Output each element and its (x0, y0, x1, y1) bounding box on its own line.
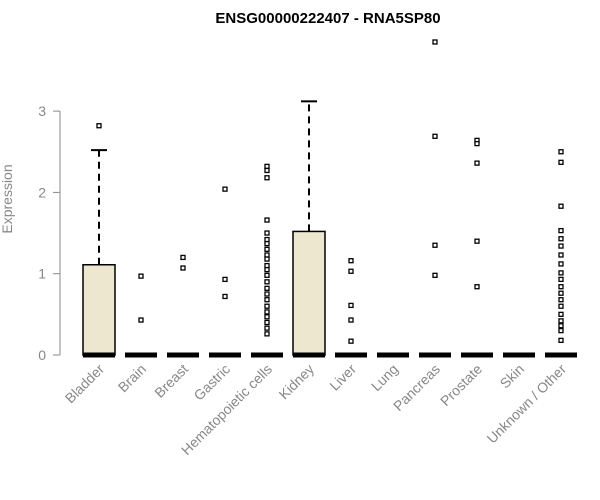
outlier-point (264, 325, 270, 331)
y-tick-label: 1 (38, 266, 46, 282)
outlier-point (348, 302, 354, 309)
outlier-point (348, 268, 354, 274)
outlier-point (222, 186, 228, 192)
y-tick-label: 3 (38, 103, 46, 119)
outlier-point (558, 243, 564, 249)
outlier-point (138, 273, 144, 279)
outlier-point (264, 256, 270, 262)
iqr-box (292, 230, 326, 356)
x-tick-label: Skin (497, 361, 528, 392)
outlier-point (432, 39, 438, 45)
outlier-point (264, 217, 270, 223)
x-tick-label: Bladder (62, 361, 108, 407)
outlier-point (180, 254, 186, 261)
outlier-point (264, 297, 270, 303)
outlier-point (558, 337, 564, 344)
outlier-point (264, 167, 270, 174)
outlier-point (474, 284, 480, 290)
x-tick-label: Brain (115, 361, 149, 395)
outlier-point (264, 230, 270, 236)
y-axis-label: Expression (0, 164, 15, 233)
box-kidney (292, 100, 326, 358)
outlier-point (264, 236, 270, 243)
outlier-point (558, 318, 564, 324)
outlier-point (558, 290, 564, 296)
outlier-point (558, 159, 564, 165)
outlier-point (264, 279, 270, 285)
outlier-point (432, 272, 438, 278)
outlier-point (264, 252, 270, 258)
outlier-point (348, 317, 354, 323)
iqr-box (82, 264, 116, 356)
outlier-point (558, 276, 564, 283)
outlier-point (348, 258, 354, 264)
outlier-point (558, 261, 564, 267)
box-bladder (82, 123, 116, 358)
x-tick-label: Breast (151, 361, 191, 401)
box-gastric (209, 186, 241, 358)
outlier-point (264, 175, 270, 181)
box-prostate (461, 137, 493, 358)
box-breast (167, 254, 199, 358)
outlier-point (264, 291, 270, 297)
y-tick-label: 2 (38, 184, 46, 200)
box-unknown-other (545, 149, 577, 358)
outlier-point (558, 236, 564, 242)
outlier-point (180, 265, 186, 271)
outlier-point (264, 331, 270, 337)
outlier-point (264, 314, 270, 320)
outlier-point (264, 319, 270, 326)
outlier-point (264, 272, 270, 278)
x-tick-label: Prostate (437, 361, 485, 409)
outlier-point (558, 252, 564, 258)
outlier-point (264, 266, 270, 273)
box-brain (125, 273, 157, 358)
x-tick-label: Liver (326, 361, 359, 394)
outlier-point (264, 309, 270, 315)
x-tick-label: Pancreas (390, 361, 443, 414)
outlier-point (558, 303, 564, 309)
y-axis: 0 1 2 3 (38, 103, 61, 363)
x-tick-label: Lung (368, 361, 401, 394)
chart-title: ENSG00000222407 - RNA5SP80 (215, 10, 440, 27)
outlier-point (264, 163, 270, 170)
outlier-point (558, 327, 564, 334)
outlier-point (264, 303, 270, 309)
outlier-point (474, 238, 480, 244)
outlier-point (348, 338, 354, 344)
outlier-point (558, 270, 564, 276)
box-liver (335, 258, 367, 358)
outlier-point (264, 285, 270, 291)
box-hematopoietic-cells (251, 163, 283, 358)
outlier-point (264, 240, 270, 247)
outlier-point (432, 133, 438, 139)
outlier-point (474, 140, 480, 147)
outlier-point (558, 227, 564, 234)
outlier-point (558, 203, 564, 209)
x-tick-label: Kidney (276, 361, 318, 403)
boxes (82, 39, 577, 358)
outlier-point (222, 293, 228, 300)
outlier-point (138, 317, 144, 323)
outlier-point (222, 276, 228, 283)
outlier-point (558, 149, 564, 155)
y-tick-label: 0 (38, 347, 46, 363)
outlier-point (96, 123, 102, 129)
outlier-point (474, 160, 480, 166)
outlier-point (264, 246, 270, 252)
outlier-point (558, 323, 564, 329)
outlier-point (432, 242, 438, 248)
outlier-point (264, 262, 270, 269)
outlier-point (558, 297, 564, 303)
outlier-point (558, 311, 564, 318)
x-tick-label: Unknown / Other (484, 361, 570, 447)
box-pancreas (419, 39, 451, 358)
outlier-point (558, 284, 564, 290)
